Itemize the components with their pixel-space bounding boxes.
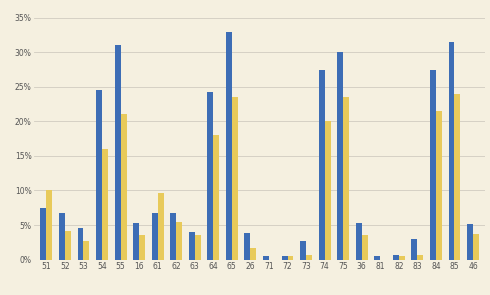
Bar: [430, 70, 436, 260]
Bar: [417, 255, 423, 260]
Bar: [83, 241, 89, 260]
Bar: [59, 213, 65, 260]
Bar: [325, 121, 331, 260]
Bar: [306, 255, 312, 260]
Bar: [263, 256, 269, 260]
Bar: [115, 45, 121, 260]
Bar: [65, 231, 71, 260]
Bar: [362, 235, 368, 260]
Bar: [102, 149, 108, 260]
Bar: [47, 191, 52, 260]
Bar: [232, 97, 238, 260]
Bar: [473, 234, 479, 260]
Bar: [343, 97, 349, 260]
Bar: [356, 223, 362, 260]
Bar: [337, 52, 343, 260]
Bar: [393, 255, 399, 260]
Bar: [189, 232, 195, 260]
Bar: [158, 193, 164, 260]
Bar: [213, 135, 219, 260]
Bar: [282, 256, 288, 260]
Bar: [207, 92, 213, 260]
Bar: [226, 32, 232, 260]
Bar: [250, 248, 256, 260]
Bar: [195, 235, 201, 260]
Bar: [152, 213, 158, 260]
Bar: [171, 213, 176, 260]
Bar: [399, 256, 405, 260]
Bar: [77, 229, 83, 260]
Bar: [455, 94, 461, 260]
Bar: [288, 256, 294, 260]
Bar: [412, 239, 417, 260]
Bar: [374, 256, 380, 260]
Bar: [176, 222, 182, 260]
Bar: [121, 114, 126, 260]
Bar: [300, 241, 306, 260]
Bar: [436, 111, 442, 260]
Bar: [318, 70, 325, 260]
Bar: [467, 224, 473, 260]
Bar: [245, 233, 250, 260]
Bar: [133, 223, 139, 260]
Bar: [96, 90, 102, 260]
Bar: [448, 42, 455, 260]
Bar: [40, 208, 47, 260]
Bar: [139, 235, 145, 260]
